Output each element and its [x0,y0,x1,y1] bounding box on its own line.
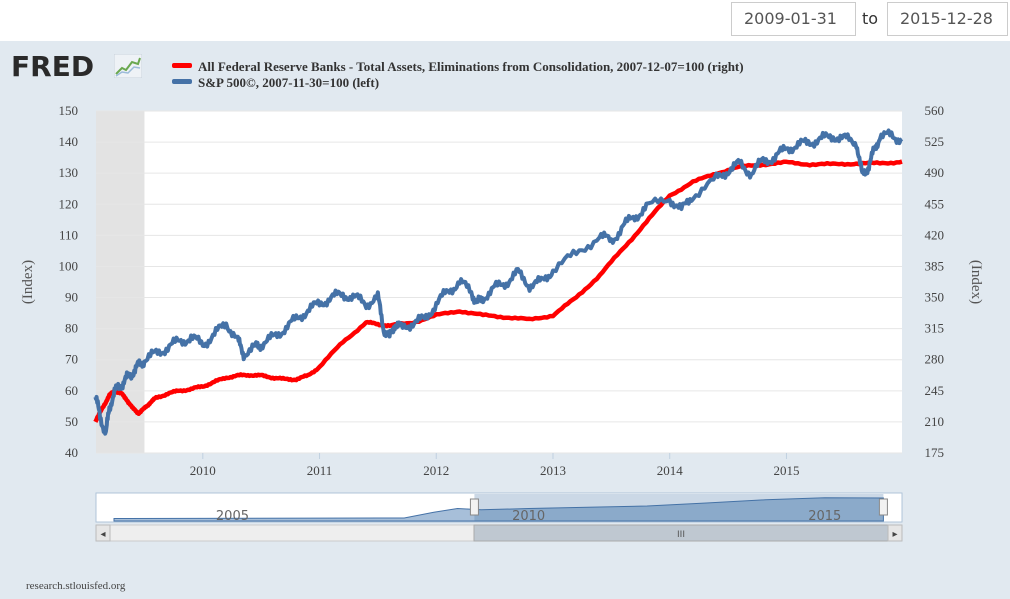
y-left-tick-label: 100 [59,258,79,273]
start-date-input[interactable]: 2009-01-31 [731,2,856,36]
series-line-fed-assets [93,159,903,423]
y-left-tick-label: 50 [65,414,78,429]
scroll-left-arrow-icon[interactable]: ◂ [100,529,105,540]
navigator-right-handle[interactable] [878,498,888,516]
legend-label: S&P 500©, 2007-11-30=100 (left) [198,75,380,90]
y-left-tick-label: 70 [65,352,78,367]
y-right-tick-label: 385 [925,258,945,273]
series-line-sp500 [93,128,904,436]
y-left-axis-title: (Index) [20,260,36,304]
y-right-tick-label: 210 [925,414,945,429]
logo-graph-icon [114,54,142,78]
legend-swatch-blue [172,79,192,84]
y-left-tick-label: 130 [59,165,79,180]
y-left-tick-label: 60 [65,383,78,398]
to-label: to [862,9,879,28]
x-tick-label: 2010 [190,463,216,478]
navigator-tick-label: 2015 [808,509,841,524]
navigator-tick-label: 2005 [216,509,249,524]
scroll-right-arrow-icon[interactable]: ▸ [892,529,897,540]
y-right-tick-label: 420 [925,227,945,242]
y-left-tick-label: 140 [59,134,79,149]
fred-logo[interactable]: FRED [11,50,95,83]
y-right-tick-label: 280 [925,352,945,367]
y-left-tick-label: 150 [59,103,79,118]
x-tick-label: 2014 [657,463,684,478]
recession-shading [96,111,145,453]
scrollbar-left-button[interactable] [95,524,111,542]
y-right-tick-label: 350 [925,290,945,305]
y-right-tick-label: 315 [925,321,945,336]
y-left-tick-label: 80 [65,321,78,336]
y-right-tick-label: 490 [925,165,945,180]
scrollbar-right-button[interactable] [887,524,903,542]
x-tick-label: 2015 [773,463,799,478]
y-left-tick-label: 40 [65,445,78,460]
y-right-tick-label: 175 [925,445,945,460]
y-right-tick-label: 560 [925,103,945,118]
navigator-selection[interactable] [474,494,884,521]
y-right-tick-label: 525 [925,134,945,149]
y-left-tick-label: 110 [59,227,78,242]
scroll-grip-icon: III [677,530,685,540]
x-tick-label: 2011 [307,463,333,478]
navigator-left-handle[interactable] [469,498,479,516]
y-right-axis-title: (Index) [968,260,984,304]
x-tick-label: 2013 [540,463,566,478]
x-tick-label: 2012 [423,463,449,478]
legend-label: All Federal Reserve Banks - Total Assets… [198,59,744,74]
legend-swatch-red [172,63,192,68]
navigator-tick-label: 2010 [512,509,545,524]
y-right-tick-label: 455 [925,196,945,211]
y-left-tick-label: 120 [59,196,79,211]
y-right-tick-label: 245 [925,383,945,398]
footer-source[interactable]: research.stlouisfed.org [26,580,126,592]
navigator-series-area [113,497,884,522]
y-left-tick-label: 90 [65,290,78,305]
end-date-input[interactable]: 2015-12-28 [887,2,1008,36]
